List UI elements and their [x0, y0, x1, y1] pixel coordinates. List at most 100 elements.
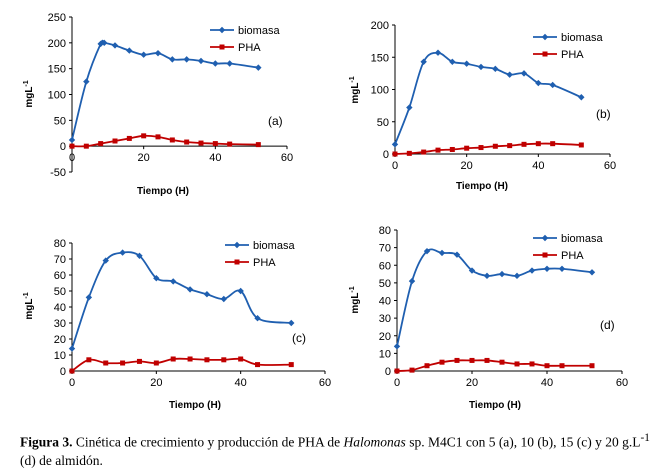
pha-point [98, 141, 104, 147]
biomasa-point [111, 42, 119, 49]
biomasa-point [288, 319, 295, 327]
biomasa-point [578, 94, 585, 101]
biomasa-point [463, 60, 470, 67]
y-tick-label: 50 [379, 278, 391, 290]
biomasa-point [154, 49, 162, 57]
pha-point [83, 143, 89, 149]
legend-label: biomasa [561, 32, 603, 44]
legend: biomasa PHA [533, 233, 603, 262]
caption-species: Halomonas [343, 434, 406, 450]
x-tick-label: 20 [150, 377, 162, 389]
y-tick-label: 0 [60, 141, 66, 153]
pha-point [141, 133, 147, 139]
caption-superscript: -1 [640, 432, 650, 444]
x-tick-label: 60 [616, 377, 628, 389]
x-tick-label: 40 [541, 377, 553, 389]
x-tick-label: 0 [69, 152, 75, 164]
x-tick-label: 0 [394, 377, 400, 389]
biomasa-point [506, 71, 513, 78]
biomasa-point [197, 57, 205, 65]
y-tick-label: 30 [379, 313, 391, 325]
pha-point [521, 141, 527, 147]
pha-point [492, 143, 498, 149]
y-axis-title: mgL-1 [349, 286, 361, 313]
pha-point [288, 362, 294, 368]
biomasa-point [438, 249, 446, 257]
chart-panel-4: 0 10 20 30 40 50 60 70 80 0 20 40 60 Tiempo (H) mgL-1 b… [349, 225, 628, 411]
pha-point [392, 151, 398, 157]
legend-label: biomasa [253, 240, 295, 252]
chart-panel-2: 0 50 100 150 200 0 20 40 60 Tiempo (H) mgL-1 biomas… [349, 20, 616, 192]
legend-swatch-marker [541, 234, 549, 242]
x-axis-title: Tiempo (H) [137, 186, 189, 197]
chart-panel-3: 0 10 20 30 40 50 60 70 80 0 20 40 60 Tiempo (H) mgL-1 b… [23, 238, 331, 411]
biomasa-point [543, 265, 551, 272]
biomasa-point [520, 70, 528, 77]
y-tick-label: 20 [54, 334, 66, 346]
pha-point [153, 360, 159, 366]
biomasa-point [449, 58, 456, 65]
y-tick-label: 0 [60, 366, 66, 378]
y-tick-label: 70 [54, 254, 66, 266]
pha-point [255, 362, 261, 368]
legend-swatch-marker [541, 33, 549, 41]
y-tick-label: 200 [371, 20, 389, 32]
legend: biomasa PHA [225, 240, 295, 269]
biomasa-point [423, 247, 431, 255]
y-tick-label: 100 [48, 90, 66, 102]
x-axis-title: Tiempo (H) [469, 400, 521, 411]
biomasa-point [97, 40, 104, 48]
series-pha [394, 357, 595, 374]
biomasa-point [203, 291, 211, 298]
pha-point [103, 360, 109, 366]
pha-point [69, 368, 75, 374]
biomasa-point [83, 78, 90, 85]
y-tick-label: 20 [379, 331, 391, 343]
x-tick-label: 20 [138, 152, 150, 164]
legend-label: PHA [238, 42, 261, 54]
series-pha [392, 141, 584, 157]
pha-point [204, 357, 210, 363]
pha-point [136, 358, 142, 364]
pha-point [535, 141, 541, 147]
pha-point [409, 367, 415, 373]
panel-label: (c) [292, 331, 306, 345]
caption-text-c: (d) de almidón. [20, 452, 103, 468]
x-tick-label: 0 [69, 377, 75, 389]
x-tick-label: 0 [392, 160, 398, 172]
y-tick-label: 40 [379, 296, 391, 308]
pha-point [198, 140, 204, 146]
biomasa-point [126, 47, 133, 54]
legend-label: biomasa [561, 233, 603, 245]
x-tick-label: 40 [532, 160, 544, 172]
panel-label: (a) [268, 114, 283, 128]
pha-point [86, 357, 92, 363]
pha-point [394, 368, 400, 374]
pha-point [155, 134, 161, 140]
y-axis-title: mgL-1 [23, 80, 35, 107]
biomasa-point [528, 267, 536, 274]
biomasa-point [169, 56, 176, 63]
legend-swatch-marker [542, 252, 548, 258]
pha-point [187, 356, 193, 362]
legend-swatch-marker [219, 44, 225, 50]
y-tick-label: -50 [50, 167, 66, 179]
x-tick-label: 60 [319, 377, 331, 389]
biomasa-point [255, 64, 262, 71]
biomasa-point [549, 81, 556, 89]
pha-point [454, 357, 460, 363]
biomasa-point [588, 269, 596, 276]
x-tick-label: 20 [466, 377, 478, 389]
biomasa-point [477, 63, 485, 71]
pha-point [478, 145, 484, 151]
biomasa-point [237, 287, 244, 295]
biomasa-point [535, 79, 542, 87]
biomasa-point [254, 315, 261, 322]
series-biomasa [68, 39, 262, 144]
x-axis-title: Tiempo (H) [456, 181, 508, 192]
pha-point [170, 356, 176, 362]
biomasa-point [558, 265, 566, 272]
biomasa-line [396, 248, 593, 347]
biomasa-point [498, 270, 506, 278]
